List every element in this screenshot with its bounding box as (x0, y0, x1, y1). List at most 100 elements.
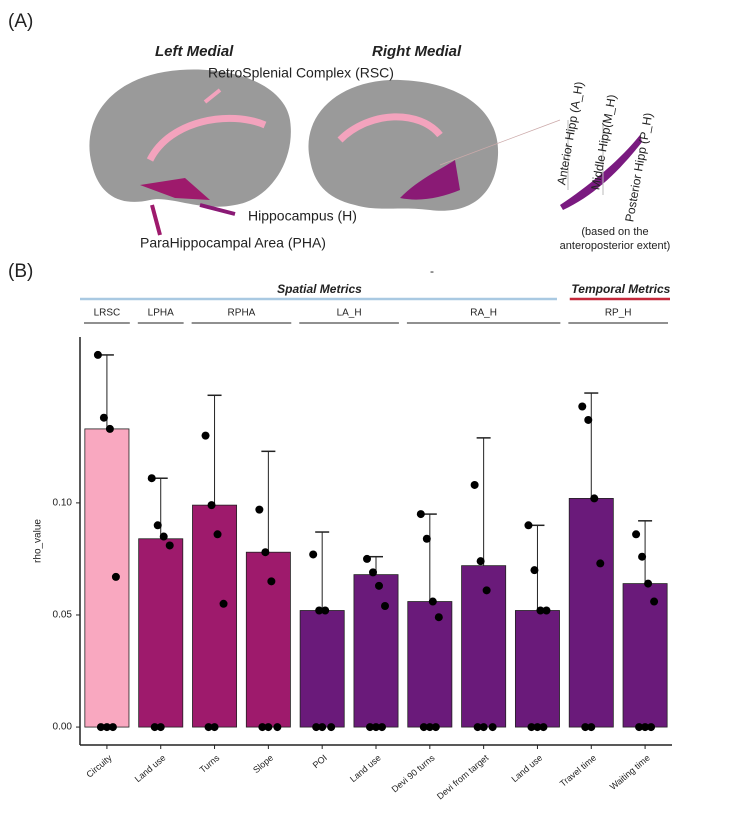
anterior-label: Anterior Hipp (A_H) (554, 81, 586, 187)
data-point (578, 402, 587, 411)
right-brain (308, 79, 499, 211)
bar (568, 498, 614, 728)
hipp-label: Hippocampus (H) (248, 208, 357, 224)
data-point (99, 413, 108, 422)
data-point (219, 599, 228, 608)
data-point (375, 581, 383, 590)
data-point (147, 474, 156, 483)
group-label: RP_H (605, 308, 632, 319)
data-point (590, 494, 599, 503)
bar (245, 551, 291, 728)
y-axis-label: rho_value (33, 519, 44, 563)
x-tick-label: Land use (133, 753, 168, 784)
data-point (644, 579, 653, 588)
data-point (632, 530, 641, 539)
note: (based on the (581, 226, 648, 238)
x-tick-label: Land use (348, 753, 383, 784)
data-point (264, 723, 273, 732)
data-point (422, 534, 431, 543)
hipp-arrow (199, 203, 236, 216)
data-point (102, 723, 111, 732)
data-point (428, 597, 437, 606)
rsc-label: RetroSplenial Complex (RSC) (208, 65, 394, 81)
data-point (315, 606, 324, 615)
bar (138, 538, 184, 728)
data-point (153, 521, 162, 530)
data-point (473, 723, 482, 732)
data-point (533, 723, 542, 732)
data-point (641, 723, 650, 732)
bar (407, 601, 453, 728)
data-point (204, 723, 213, 732)
group-label: RPHA (228, 308, 256, 319)
data-point (581, 723, 590, 732)
data-point (638, 552, 647, 561)
right-hipp (400, 160, 460, 200)
data-point (542, 606, 551, 615)
data-point (488, 723, 497, 732)
data-point (258, 723, 267, 732)
pha-arrow (150, 204, 162, 236)
right-rsc (337, 113, 443, 143)
x-tick-label: Waiting time (608, 753, 652, 792)
right-title: Right Medial (372, 43, 462, 60)
middle-label: Middle Hipp(M_H) (588, 93, 619, 191)
data-point (96, 723, 105, 732)
data-point (207, 501, 216, 510)
x-tick-label: Devi from target (435, 752, 491, 801)
zoom-line (439, 119, 561, 166)
panel-label: (B) (8, 261, 33, 282)
data-point (105, 424, 114, 433)
metric-label: Temporal Metrics (571, 282, 670, 296)
y-tick-label: 0.00 (53, 722, 73, 733)
bar (353, 574, 399, 728)
data-point (309, 550, 318, 559)
data-point (93, 350, 102, 359)
data-point (476, 557, 485, 566)
data-point (327, 723, 336, 732)
data-point (210, 723, 219, 732)
data-point (108, 723, 117, 732)
data-point (321, 606, 330, 615)
group-label: LRSC (94, 308, 121, 319)
data-point (201, 431, 210, 440)
hipp-zoom (560, 135, 642, 210)
x-tick-label: Slope (251, 753, 275, 775)
data-point (150, 723, 159, 732)
bar (299, 610, 345, 728)
x-tick-label: Devi 90 turns (390, 752, 437, 794)
metric-label: Spatial Metrics (277, 282, 362, 296)
x-tick-label: Travel time (558, 753, 598, 789)
y-tick-label: 0.10 (53, 498, 73, 509)
group-label: RA_H (470, 308, 497, 319)
data-point (470, 480, 479, 489)
data-point (156, 723, 165, 732)
data-point (431, 723, 440, 732)
data-point (482, 586, 491, 595)
data-point (425, 723, 434, 732)
data-point (111, 572, 120, 581)
data-point (273, 723, 282, 732)
left-pha (140, 178, 210, 200)
bar (192, 504, 238, 728)
data-point (255, 505, 264, 514)
note: anteroposterior extent) (560, 240, 671, 252)
x-tick-label: Circuity (84, 752, 114, 779)
panel-label: (A) (8, 11, 33, 32)
data-point (524, 521, 533, 530)
dash: - (430, 264, 434, 278)
data-point (587, 723, 596, 732)
data-point (479, 723, 488, 732)
data-point (366, 723, 374, 732)
data-point (530, 566, 539, 575)
data-point (434, 613, 443, 622)
data-point (312, 723, 321, 732)
pha-label: ParaHippocampal Area (PHA) (140, 235, 326, 251)
data-point (419, 723, 428, 732)
data-point (165, 541, 174, 550)
bar (622, 583, 668, 728)
data-point (416, 510, 425, 519)
data-point (647, 723, 656, 732)
x-tick-label: POI (311, 753, 329, 771)
